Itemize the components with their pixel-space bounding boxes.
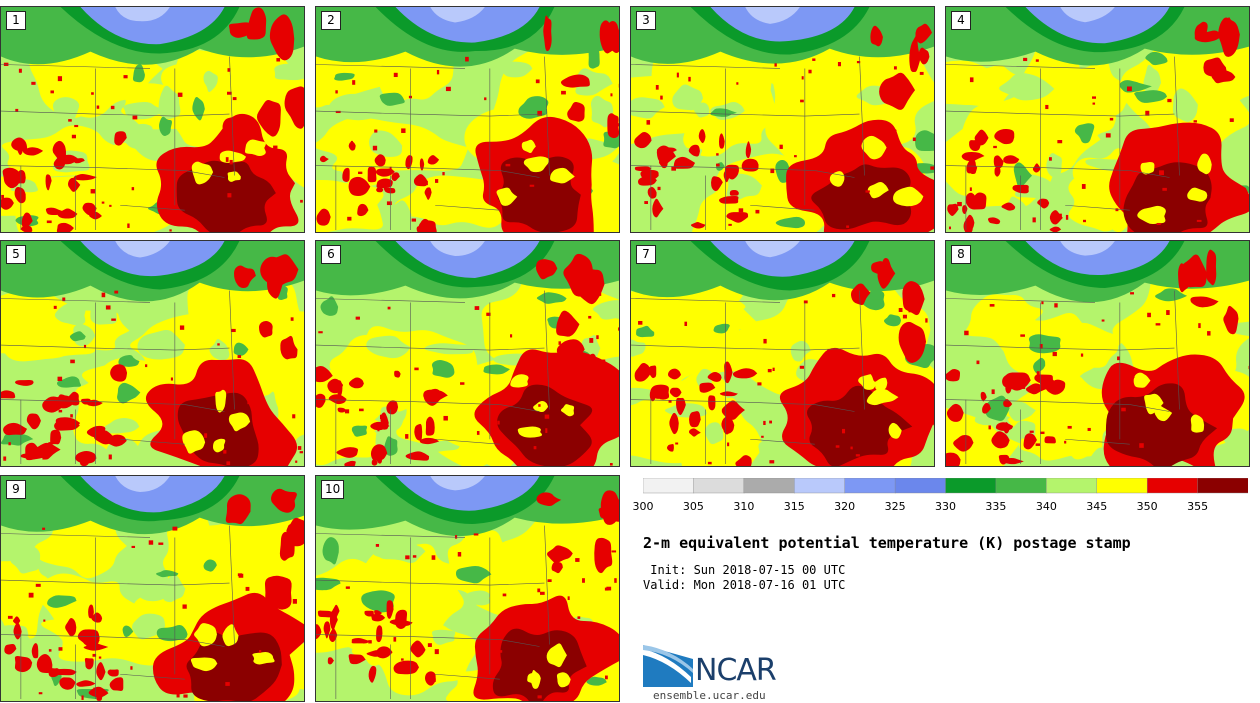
panel-number: 4 xyxy=(951,11,971,30)
map-panel: 4 xyxy=(945,6,1250,233)
panel-number: 1 xyxy=(6,11,26,30)
colorbar-tick-label: 350 xyxy=(1136,500,1158,513)
map-panel: 6 xyxy=(315,240,620,467)
panel-number: 7 xyxy=(636,245,656,264)
colorbar-tick-label: 330 xyxy=(935,500,956,513)
colorbar-swatch xyxy=(693,478,745,494)
colorbar-swatch xyxy=(1096,478,1148,494)
panel-number: 2 xyxy=(321,11,341,30)
colorbar-swatch xyxy=(894,478,947,494)
colorbar-tick-label: 355 xyxy=(1187,500,1209,513)
logo-text: NCAR xyxy=(695,653,777,688)
theta-e-field xyxy=(316,241,619,466)
colorbar-swatch xyxy=(945,478,997,494)
theta-e-field xyxy=(631,241,934,466)
colorbar-swatch xyxy=(995,478,1048,494)
colorbar-tick-label: 315 xyxy=(783,500,805,513)
theta-e-field xyxy=(946,7,1249,232)
map-panel: 5 xyxy=(0,240,305,467)
colorbar xyxy=(643,478,1248,494)
colorbar-swatch xyxy=(1197,478,1248,494)
map-panel: 8 xyxy=(945,240,1250,467)
colorbar-tick-label: 325 xyxy=(884,500,906,513)
ncar-logo: NCAR xyxy=(643,645,793,690)
panel-number: 3 xyxy=(636,11,656,30)
colorbar-tick-label: 320 xyxy=(834,500,856,513)
panel-number: 9 xyxy=(6,480,26,499)
map-panel: 10 xyxy=(315,475,620,702)
figure-title: 2-m equivalent potential temperature (K)… xyxy=(643,534,1131,552)
panel-number: 10 xyxy=(321,480,345,499)
theta-e-field xyxy=(1,241,304,466)
map-panel: 3 xyxy=(630,6,935,233)
valid-time: Valid: Mon 2018-07-16 01 UTC xyxy=(643,578,846,592)
colorbar-tick-label: 340 xyxy=(1035,500,1057,513)
colorbar-tick-label: 310 xyxy=(733,500,755,513)
panel-number: 6 xyxy=(321,245,341,264)
colorbar-swatch xyxy=(844,478,896,494)
colorbar-swatch xyxy=(1146,478,1199,494)
colorbar-tick-label: 300 xyxy=(632,500,654,513)
panel-number: 8 xyxy=(951,245,971,264)
theta-e-field xyxy=(1,476,304,701)
website-text: ensemble.ucar.edu xyxy=(653,689,766,702)
panel-number: 5 xyxy=(6,245,26,264)
map-panel: 2 xyxy=(315,6,620,233)
init-time: Init: Sun 2018-07-15 00 UTC xyxy=(643,563,846,577)
map-panel: 1 xyxy=(0,6,305,233)
map-panel: 7 xyxy=(630,240,935,467)
theta-e-field xyxy=(631,7,934,232)
theta-e-field xyxy=(316,476,619,701)
theta-e-field xyxy=(1,7,304,232)
map-panel: 9 xyxy=(0,475,305,702)
colorbar-swatch xyxy=(794,478,846,494)
colorbar-swatch xyxy=(1046,478,1098,494)
colorbar-tick-label: 335 xyxy=(985,500,1007,513)
colorbar-tick-label: 345 xyxy=(1086,500,1108,513)
colorbar-swatch xyxy=(743,478,795,494)
theta-e-field xyxy=(946,241,1249,466)
theta-e-field xyxy=(316,7,619,232)
ncar-logo-icon xyxy=(643,645,693,687)
colorbar-swatch xyxy=(643,478,695,494)
colorbar-tick-label: 305 xyxy=(682,500,704,513)
